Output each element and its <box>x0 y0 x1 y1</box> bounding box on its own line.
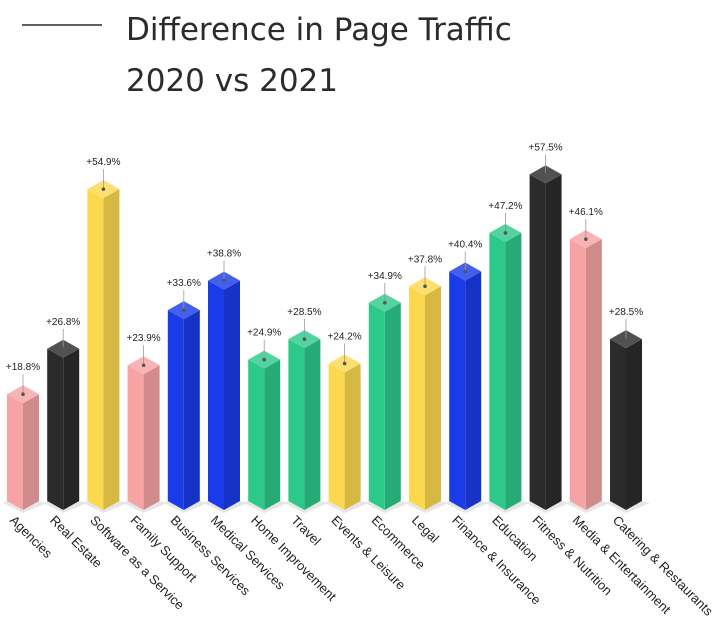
value-label: +33.6% <box>167 278 201 289</box>
value-label: +23.9% <box>126 333 160 344</box>
value-marker-dot <box>182 308 186 312</box>
value-marker-dot <box>423 284 427 289</box>
bar-side-face <box>465 271 482 510</box>
bar-front-face <box>328 363 345 510</box>
bar-side-face <box>585 239 602 511</box>
bar-side-face <box>183 310 200 510</box>
bar-shadow <box>83 501 128 513</box>
bar-shadow <box>324 501 369 513</box>
category-label: Agencies <box>7 513 56 562</box>
bar-side-face <box>626 339 642 510</box>
bar-front-face <box>449 271 466 510</box>
value-label: +54.9% <box>86 157 120 168</box>
bar-front-face <box>87 189 104 510</box>
value-label: +46.1% <box>569 207 603 218</box>
bar-shadow <box>163 501 208 513</box>
bar-front-face <box>368 302 385 510</box>
value-label: +26.8% <box>46 317 80 328</box>
value-marker-dot <box>543 172 548 177</box>
bar-front-face <box>167 310 184 510</box>
bar-front-face <box>610 339 626 510</box>
bars-group: +18.8%Agencies+26.8%Real Estate+54.9%Sof… <box>3 142 716 617</box>
bar-shadow <box>445 501 490 513</box>
bar-shadow <box>364 501 409 513</box>
value-label: +40.4% <box>448 240 482 251</box>
bar-front-face <box>489 232 506 511</box>
bar-front-face <box>47 348 64 510</box>
bar: +28.5% Travel <box>284 307 329 549</box>
bar-side-face <box>103 189 120 510</box>
bar-side-face <box>505 232 522 511</box>
chart-title-line-2: 2020 vs 2021 <box>126 63 338 99</box>
bar-shadow <box>123 501 168 513</box>
value-label: +28.5% <box>609 307 643 318</box>
value-marker-dot <box>383 300 387 305</box>
value-label: +18.8% <box>6 362 40 373</box>
category-label: Events & Leisure <box>328 513 408 593</box>
bar-side-face <box>224 280 240 510</box>
bar-front-face <box>7 394 23 510</box>
value-marker-dot <box>222 278 226 283</box>
bar-side-face <box>384 302 401 510</box>
bar-side-face <box>344 363 361 510</box>
value-marker-dot <box>141 363 146 368</box>
bar-side-face <box>304 339 321 510</box>
bar-side-face <box>425 286 441 510</box>
bar-front-face <box>409 286 425 510</box>
value-marker-dot <box>61 346 65 351</box>
value-marker-dot <box>584 237 588 241</box>
bar-front-face <box>127 365 144 510</box>
value-label: +34.9% <box>368 271 402 282</box>
bar-shadow <box>606 501 650 513</box>
bar-side-face <box>264 359 281 510</box>
value-label: +37.8% <box>408 254 442 265</box>
bar-side-face <box>63 348 80 510</box>
bar-shadow <box>204 501 248 513</box>
value-marker-dot <box>262 357 267 362</box>
bar-shadow <box>244 501 289 513</box>
category-label: Medical Services <box>208 513 288 593</box>
value-marker-dot <box>463 269 468 274</box>
value-marker-dot <box>101 187 106 191</box>
bar-shadow <box>565 501 610 513</box>
bar-side-face <box>23 394 39 510</box>
value-label: +38.8% <box>207 249 241 260</box>
bar-shadow <box>43 501 88 513</box>
bar-front-face <box>569 239 586 511</box>
bar-front-face <box>208 280 224 510</box>
value-marker-dot <box>342 361 347 366</box>
value-marker-dot <box>21 392 25 397</box>
value-marker-dot <box>503 231 508 235</box>
bar-side-face <box>545 174 562 510</box>
bar-shadow <box>405 501 449 513</box>
value-marker-dot <box>624 337 628 341</box>
value-label: +24.2% <box>327 332 361 343</box>
category-label: Travel <box>288 513 324 549</box>
bar-shadow <box>284 501 329 513</box>
bar-side-face <box>143 365 160 510</box>
value-label: +24.9% <box>247 328 281 339</box>
bar-front-face <box>529 174 546 510</box>
bar-shadow <box>3 501 47 513</box>
value-label: +57.5% <box>528 142 562 153</box>
chart-title-line-1: Difference in Page Traffic <box>126 12 512 48</box>
value-label: +28.5% <box>287 307 321 318</box>
category-label: Legal <box>409 513 442 546</box>
bar-shadow <box>525 501 570 513</box>
bar: +37.8% Legal <box>405 254 449 546</box>
bar-shadow <box>485 501 530 513</box>
value-label: +47.2% <box>488 201 522 212</box>
bar-front-face <box>248 359 265 510</box>
bar-front-face <box>288 339 305 510</box>
bar: +34.9%Ecommerce <box>364 271 428 572</box>
value-marker-dot <box>302 337 307 341</box>
